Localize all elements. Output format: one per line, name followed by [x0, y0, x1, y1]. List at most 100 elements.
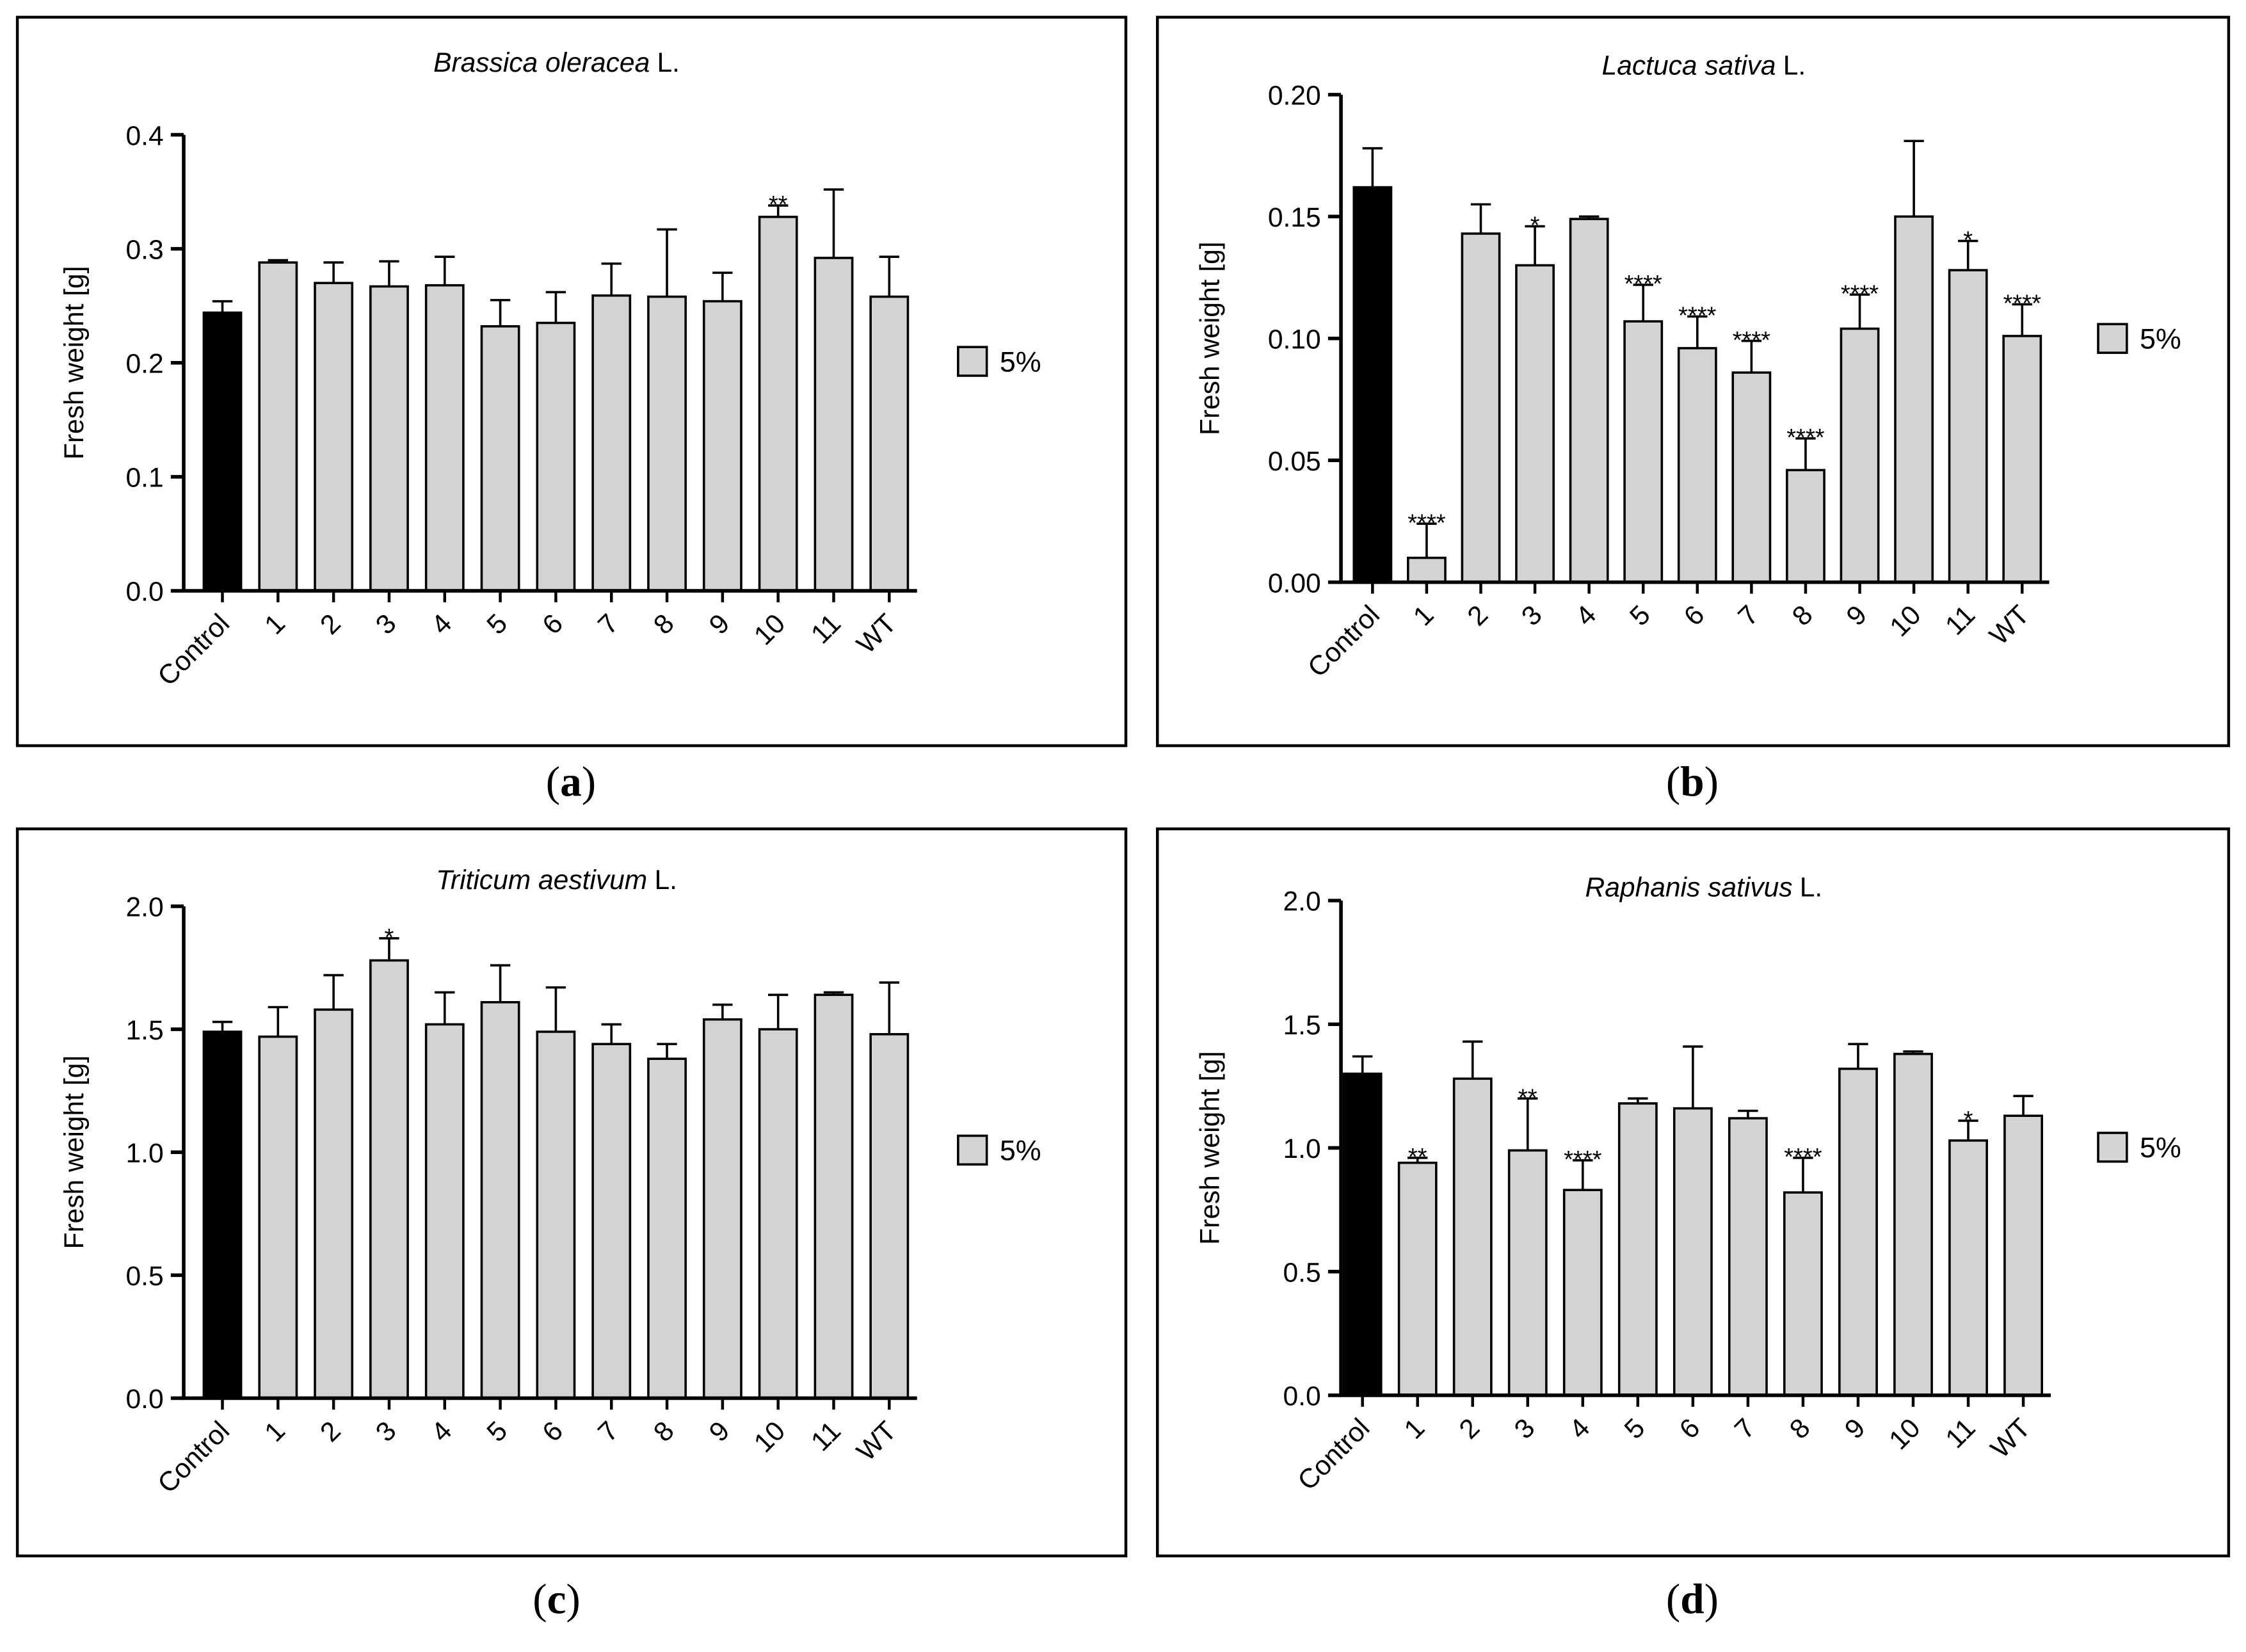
x-tick-label: 4: [1569, 600, 1602, 632]
bar: [1623, 320, 1664, 584]
error-bar: [212, 1020, 233, 1032]
error-bar: [490, 299, 511, 326]
y-axis-label: Fresh weight [g]: [1195, 1051, 1226, 1245]
bar: [1893, 1052, 1933, 1397]
significance-label: ****: [1841, 280, 1879, 307]
bar: [869, 1032, 910, 1400]
x-tick-label: 11: [1939, 1413, 1981, 1454]
legend-swatch: [957, 346, 988, 377]
significance-label: ****: [2003, 291, 2041, 317]
y-tick-label: 0.2: [125, 349, 163, 380]
x-tick-label: 2: [1461, 600, 1494, 632]
x-tick-label: 4: [426, 1415, 458, 1448]
x-tick-label: 6: [1678, 600, 1711, 632]
panel-letter: d: [1680, 1575, 1704, 1623]
significance-label: *: [1963, 227, 1973, 254]
bar: [424, 1023, 465, 1400]
bar: [1515, 264, 1555, 584]
bar: [369, 959, 409, 1400]
error-bar: [657, 1043, 677, 1059]
bar: [702, 1018, 742, 1400]
x-tick-label: 9: [703, 1415, 736, 1448]
bar: [1786, 469, 1825, 584]
bar: [314, 282, 354, 592]
bar: [1948, 269, 1988, 584]
x-tick-label: 11: [805, 1415, 847, 1457]
x-tick-label: 7: [592, 1415, 625, 1448]
significance-label: *: [1964, 1107, 1973, 1134]
y-tick-label: 0.20: [1268, 81, 1321, 111]
significance-label: ****: [1733, 327, 1770, 354]
error-bar: [712, 271, 733, 301]
panel-paren: (: [546, 757, 560, 805]
panel-paren: (: [1666, 1575, 1680, 1623]
error-bar: [1416, 522, 1437, 558]
error-bar: [2013, 1095, 2033, 1116]
chart-title: Raphanis sativus L.: [1585, 872, 1823, 902]
panel-letter: b: [1680, 757, 1704, 805]
bar: [1838, 1068, 1878, 1397]
error-bar: [435, 255, 455, 285]
bar: [1562, 1189, 1603, 1397]
error-bar: [1578, 215, 1600, 220]
bar: [2003, 1114, 2043, 1397]
y-tick-label: 0.1: [125, 463, 163, 493]
title-species: Triticum aestivum: [436, 865, 647, 895]
error-bar: [1518, 1097, 1538, 1151]
x-tick-label: 8: [1784, 1413, 1817, 1445]
bar: [1461, 232, 1501, 584]
error-bar: [435, 991, 455, 1025]
panel-frame: [1156, 15, 2231, 748]
significance-label: *: [1530, 213, 1540, 239]
x-tick-label: 4: [1564, 1413, 1596, 1445]
significance-label: ****: [1784, 1144, 1822, 1171]
x-tick-label: 8: [648, 1415, 680, 1448]
bar: [202, 311, 243, 592]
bar: [1406, 556, 1447, 584]
chart-title: Lactuca sativa L.: [1602, 51, 1806, 81]
error-bar: [1362, 147, 1383, 188]
error-bar: [879, 255, 899, 297]
error-bar: [490, 964, 511, 1002]
x-tick-label: 3: [370, 1415, 403, 1448]
error-bar: [1741, 339, 1762, 373]
legend-swatch: [2097, 1132, 2128, 1163]
bar: [202, 1030, 243, 1400]
bar: [869, 295, 910, 592]
x-tick-label: 6: [1674, 1413, 1706, 1445]
error-bar: [1848, 1043, 1868, 1069]
bar: [258, 1035, 298, 1400]
bar: [1783, 1191, 1823, 1397]
x-tick-label: 9: [1840, 600, 1873, 632]
error-bar: [1795, 437, 1816, 470]
y-tick-label: 1.0: [1283, 1134, 1321, 1164]
y-tick-label: 0.0: [1283, 1381, 1321, 1412]
significance-label: ****: [1408, 509, 1445, 536]
error-bar: [1958, 1119, 1978, 1141]
error-bar: [1573, 1159, 1593, 1191]
bar: [647, 295, 687, 592]
x-tick-label: Control: [152, 608, 236, 692]
error-bar: [657, 228, 677, 297]
panel-label: (c): [533, 1575, 581, 1623]
x-tick-label: 1: [259, 608, 291, 641]
error-bar: [1793, 1157, 1813, 1193]
x-tick-label: 5: [481, 1415, 513, 1448]
error-bar: [767, 204, 789, 217]
bar: [1342, 1072, 1383, 1397]
bar: [702, 300, 742, 592]
bar: [314, 1008, 354, 1400]
x-tick-label: WT: [1985, 1413, 2037, 1464]
bar: [424, 284, 465, 592]
x-tick-label: 11: [1939, 600, 1981, 641]
y-tick-label: 0.00: [1268, 568, 1321, 598]
y-tick-label: 0.15: [1268, 202, 1321, 233]
bar: [1894, 215, 1934, 584]
bar: [758, 216, 798, 592]
error-bar: [379, 260, 399, 287]
error-bar: [1408, 1157, 1428, 1163]
y-tick-label: 0.0: [125, 1384, 163, 1415]
x-tick-label: 8: [648, 608, 680, 641]
bar: [1840, 327, 1880, 584]
